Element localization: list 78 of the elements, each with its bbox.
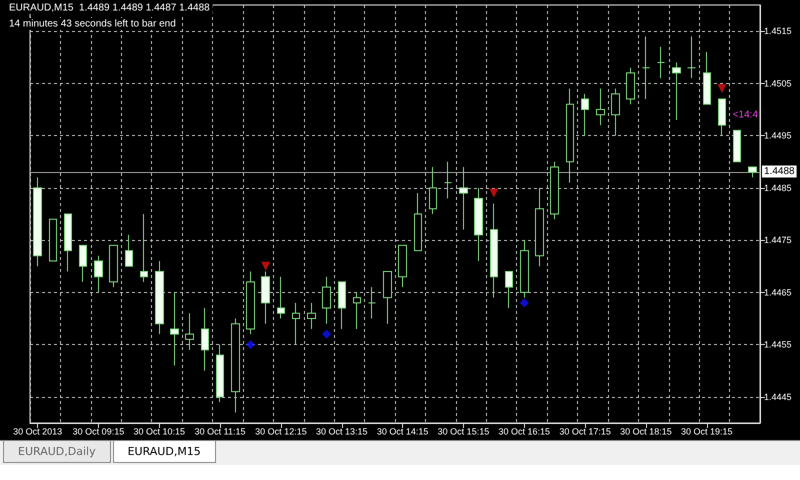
point (246, 340, 256, 350)
text: 14 minutes 43 seconds left to bar end (9, 18, 176, 30)
y-tick-label: 1.4505 (764, 78, 792, 88)
candlestick (748, 166, 757, 178)
y-tick-label: 1.4445 (764, 392, 792, 402)
ref-line-label: 1.4488 (764, 166, 796, 177)
x-tick-label: 30 Oct 13:15 (316, 426, 368, 436)
candlestick (33, 176, 42, 267)
candlestick (718, 98, 726, 136)
candlestick (459, 166, 468, 230)
candlestick (429, 166, 437, 214)
x-tick-label: 30 Oct 12:15 (255, 426, 307, 436)
candlestick (672, 62, 681, 120)
candlestick (611, 88, 620, 136)
candlestick (322, 276, 331, 324)
candlestick (49, 218, 57, 262)
x-tick-label: 30 Oct 11:15 (194, 426, 246, 436)
candlestick (535, 187, 544, 267)
candlestick (687, 36, 696, 79)
candlestick (703, 52, 711, 105)
x-tick-label: 30 Oct 15:15 (438, 426, 490, 436)
candlestick (657, 46, 665, 79)
candlestick (79, 244, 87, 282)
candlestick (414, 192, 422, 252)
candlestick (94, 255, 103, 293)
candlestick (216, 344, 224, 403)
candlestick (490, 203, 498, 298)
candlestick (505, 270, 513, 309)
candlestick (368, 286, 376, 319)
x-tick-label: 30 Oct 16:15 (498, 426, 550, 436)
candlestick (261, 270, 270, 324)
candlestick (201, 308, 209, 372)
chart-title: EURAUD,M15 1.4489 1.4489 1.4487 1.4488 (9, 2, 210, 14)
y-tick-label: 1.4485 (764, 182, 792, 193)
x-tick-label: 30 Oct 19:15 (680, 426, 733, 436)
candlestick (125, 234, 133, 267)
candlestick (231, 318, 240, 414)
candlestick (642, 36, 650, 100)
candlestick (155, 260, 164, 335)
x-tick-label: 30 Oct 17:15 (559, 426, 611, 436)
candlestick (566, 88, 574, 184)
candlestick (140, 214, 148, 282)
candlestick (185, 312, 194, 350)
candlestick (338, 281, 346, 330)
y-tick-label: 1.4515 (764, 26, 792, 36)
point (322, 330, 332, 339)
point (520, 298, 529, 308)
x-tick-label: 30 Oct 18:15 (620, 426, 672, 436)
candlestick (109, 244, 118, 288)
candlestick (626, 67, 635, 105)
point (261, 262, 270, 271)
candlestick (550, 161, 559, 220)
candlestick (733, 130, 741, 162)
candlestick (246, 270, 255, 335)
annotation: <14:4 (732, 110, 758, 120)
candlestick (292, 302, 300, 346)
x-tick-label: 30 Oct 10:15 (133, 426, 186, 436)
candlestick (383, 270, 392, 324)
candlestick (520, 240, 529, 298)
y-tick-label: 1.4465 (764, 287, 792, 298)
candlestick (353, 292, 361, 330)
candlestick (307, 302, 316, 330)
point (489, 188, 498, 198)
y-tick-label: 1.4495 (764, 130, 792, 141)
candlestick (398, 244, 407, 288)
candlestick (170, 292, 179, 366)
candlestick (581, 93, 589, 136)
candlestick (444, 161, 452, 199)
y-tick-label: 1.4475 (764, 235, 792, 246)
x-tick-label: 30 Oct 14:15 (376, 426, 428, 436)
candlestick (474, 187, 483, 262)
candlestick (64, 214, 72, 272)
candlestick (596, 88, 605, 126)
candlestick (277, 276, 285, 319)
y-tick-label: 1.4455 (764, 340, 792, 350)
x-tick-label: 30 Oct 09:15 (72, 426, 124, 436)
x-tick-label: 30 Oct 2013 (13, 426, 62, 436)
point (717, 84, 726, 94)
